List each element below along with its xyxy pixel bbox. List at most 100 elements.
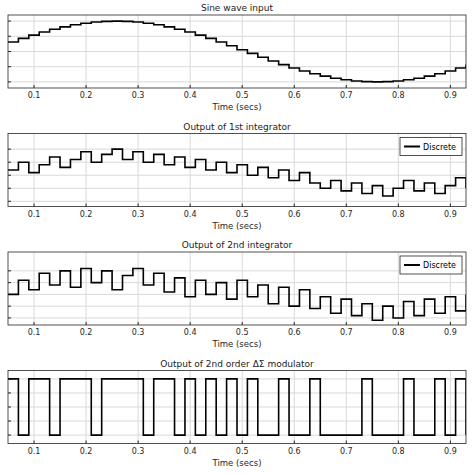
tick-mark: [86, 441, 87, 444]
tick-mark: [8, 188, 11, 189]
legend-box: [400, 256, 462, 274]
tick-label: 0.6: [288, 328, 301, 337]
legend: Discrete: [400, 138, 462, 156]
tick-label: 0.9: [444, 91, 457, 100]
tick-mark: [8, 435, 11, 436]
tick-label: 0.9: [444, 210, 457, 219]
grid-line: [138, 252, 139, 325]
tick-mark: [8, 282, 11, 283]
tick-mark: [138, 85, 139, 88]
tick-mark: [34, 204, 35, 207]
tick-label: 0.7: [340, 447, 353, 456]
title: Output of 1st integrator: [183, 122, 291, 132]
series-line: [8, 149, 466, 196]
tick-mark: [34, 441, 35, 444]
tick-mark: [34, 322, 35, 325]
tick-label: 0.1: [28, 210, 41, 219]
tick-mark: [398, 85, 399, 88]
tick-mark: [8, 149, 11, 150]
panel: Sine wave input0.10.20.30.40.50.60.70.80…: [8, 3, 466, 112]
tick-label: 0.7: [340, 91, 353, 100]
figure: Sine wave input 0.1 0.2 0.3 0.4 0.5 0.6 0.7 0.8 0…: [0, 0, 474, 474]
tick-mark: [8, 270, 11, 271]
tick-label: 0.1: [28, 328, 41, 337]
tick-label: 0.8: [392, 328, 405, 337]
grid-line: [8, 162, 466, 163]
title: Sine wave input: [201, 3, 274, 13]
x-axis-label: Time (secs): [212, 339, 262, 349]
tick-label: 0.4: [184, 210, 197, 219]
tick-mark: [8, 162, 11, 163]
grid-line: [294, 134, 295, 207]
tick-mark: [294, 322, 295, 325]
tick-mark: [8, 175, 11, 176]
x-axis-label: Time (secs): [212, 102, 262, 112]
series-line: [8, 379, 466, 435]
tick-label: 0.4: [184, 91, 197, 100]
background: [0, 0, 474, 474]
tick-label: 0.3: [132, 210, 145, 219]
legend-label: Discrete: [423, 261, 456, 270]
grid-line: [398, 134, 399, 207]
tick-mark: [8, 21, 11, 22]
panel: Output of 1st integrator 0.1 0.2 0.3 0.4 0.5 0…: [8, 122, 466, 231]
tick-mark: [8, 36, 11, 37]
grid-line: [34, 252, 35, 325]
series-line: [8, 268, 466, 320]
grid-line: [8, 201, 466, 202]
plot-frame: [8, 15, 466, 88]
grid-line: [242, 134, 243, 207]
tick-mark: [346, 441, 347, 444]
grid-line: [294, 252, 295, 325]
tick-mark: [8, 306, 11, 307]
tick-mark: [8, 421, 11, 422]
tick-mark: [398, 441, 399, 444]
tick-label: 0.2: [80, 91, 93, 100]
legend-swatch: [404, 264, 420, 266]
grid-line: [8, 149, 466, 150]
tick-mark: [8, 317, 11, 318]
tick-label: 0.2: [80, 210, 93, 219]
tick-mark: [34, 85, 35, 88]
grid-line: [138, 134, 139, 207]
tick-mark: [450, 204, 451, 207]
tick-mark: [190, 85, 191, 88]
tick-label: 0.9: [444, 328, 457, 337]
grid-line: [346, 134, 347, 207]
tick-mark: [294, 441, 295, 444]
tick-mark: [8, 407, 11, 408]
tick-label: 0.9: [444, 447, 457, 456]
tick-label: 0.5: [236, 210, 249, 219]
tick-label: 0.2: [80, 328, 93, 337]
x-axis-label: Time (secs): [212, 458, 262, 468]
tick-label: 0.5: [236, 91, 249, 100]
grid-line: [190, 134, 191, 207]
tick-mark: [8, 51, 11, 52]
grid-line: [8, 306, 466, 307]
data-group: [8, 379, 466, 435]
tick-mark: [138, 204, 139, 207]
tick-mark: [398, 322, 399, 325]
x-axis-label: Time (secs): [212, 221, 262, 231]
grid-line: [8, 21, 466, 22]
tick-label: 0.7: [340, 210, 353, 219]
plot-area: [8, 15, 466, 88]
title: Output of 2nd integrator: [182, 240, 293, 250]
plot-area: [8, 371, 466, 444]
grid-line: [346, 252, 347, 325]
tick-label: 0.6: [288, 210, 301, 219]
tick-label: 0.4: [184, 328, 197, 337]
tick-label: 0.8: [392, 210, 405, 219]
data-group: [8, 149, 466, 196]
tick-label: 0.8: [392, 91, 405, 100]
grid-line: [8, 51, 466, 52]
tick-label: 0.4: [184, 447, 197, 456]
grid-line: [34, 134, 35, 207]
grid-line: [190, 252, 191, 325]
panel: Output of 2nd integrator0.10.20.30.40.50…: [8, 240, 466, 349]
tick-label: 0.1: [28, 91, 41, 100]
tick-mark: [190, 441, 191, 444]
legend-swatch: [404, 146, 420, 148]
tick-mark: [138, 322, 139, 325]
tick-mark: [398, 204, 399, 207]
